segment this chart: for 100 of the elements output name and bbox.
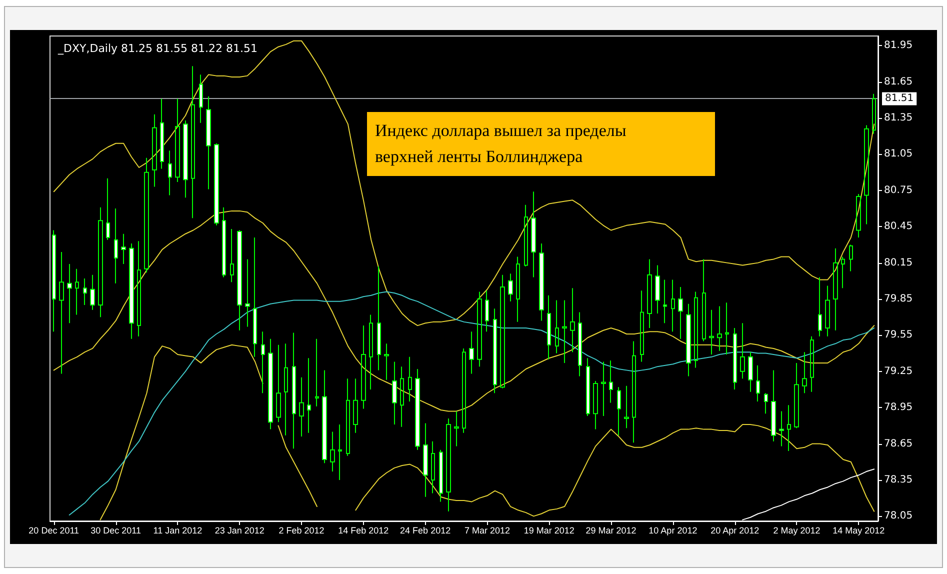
annotation: Индекс доллара вышел за пределы верхней ленты Боллинджера (375, 120, 626, 168)
candlestick (83, 278, 87, 306)
candlestick (709, 309, 714, 356)
candlestick (686, 303, 691, 377)
x-tick-label: 10 Apr 2012 (648, 526, 698, 536)
candlestick (423, 422, 428, 498)
candlestick (655, 264, 660, 314)
candlestick (586, 358, 590, 417)
candlestick (469, 331, 474, 374)
y-tick-label: 79.25 (884, 366, 913, 377)
candlestick (725, 302, 729, 356)
candlestick (810, 336, 814, 392)
candlestick (632, 340, 636, 444)
candlestick (640, 290, 644, 362)
candlestick (856, 194, 861, 238)
candlestick (477, 291, 482, 368)
candlestick (617, 386, 621, 436)
line-series (53, 40, 875, 326)
candlestick (206, 96, 211, 190)
candlestick (315, 338, 319, 407)
x-tick-label: 20 Dec 2011 (28, 526, 80, 536)
candlestick (322, 370, 327, 464)
candlestick (384, 343, 389, 380)
candlestick (408, 356, 412, 402)
x-tick-label: 30 Dec 2011 (90, 526, 141, 536)
candlestick (106, 178, 110, 240)
candlestick (671, 279, 675, 332)
candlestick (748, 352, 753, 392)
candlestick (369, 314, 373, 390)
candlestick (415, 368, 420, 450)
candlestick (740, 322, 745, 380)
candlestick (756, 364, 760, 402)
candlestick (160, 98, 164, 170)
x-tick-label: 19 Mar 2012 (524, 526, 574, 536)
candlestick (524, 204, 528, 267)
candlestick (222, 206, 226, 278)
candlestick (377, 266, 381, 371)
candlestick (121, 233, 126, 265)
candlestick (183, 120, 188, 198)
ref-line-label: 81.51 (885, 93, 914, 104)
candlestick (787, 404, 791, 452)
candlestick (152, 114, 157, 188)
candlestick (694, 291, 698, 368)
candlestick (508, 273, 513, 302)
candlestick (245, 258, 250, 328)
candlestick (647, 258, 652, 328)
candlestick (485, 290, 489, 332)
candlestick (500, 274, 505, 389)
candlestick (137, 240, 141, 337)
y-tick-label: 80.15 (884, 257, 913, 268)
candlestick (144, 157, 149, 273)
candlestick (454, 410, 459, 447)
candlestick (361, 325, 366, 410)
candlestick (833, 248, 838, 331)
candlestick (98, 206, 103, 318)
candlestick (764, 392, 768, 414)
candlestick (237, 230, 242, 331)
candlestick (268, 338, 273, 430)
candlestick (779, 410, 784, 447)
candlestick (346, 378, 350, 456)
candlestick (717, 306, 722, 352)
candlestick (562, 300, 567, 364)
candlestick (849, 244, 853, 272)
candlestick (531, 191, 536, 278)
candlestick (771, 370, 776, 442)
x-tick-label: 14 May 2012 (832, 526, 885, 536)
y-tick-label: 80.45 (884, 221, 913, 232)
candlestick (818, 276, 822, 337)
y-tick-label: 81.95 (884, 40, 913, 52)
line-series (53, 210, 875, 412)
candlestick (253, 236, 257, 358)
candlestick (462, 348, 466, 434)
candlestick (516, 256, 520, 322)
y-tick-label: 79.55 (884, 330, 913, 341)
candlestick (678, 286, 683, 340)
candlestick (547, 294, 551, 360)
candlestick (261, 331, 265, 394)
candlestick (75, 268, 79, 316)
candlestick (307, 358, 311, 434)
candlestick (624, 385, 629, 429)
candlestick (292, 332, 296, 450)
x-tick-label: 2 May 2012 (773, 526, 820, 536)
y-tick-label: 80.75 (884, 184, 913, 196)
candlestick (284, 343, 288, 436)
candlestick (439, 449, 443, 502)
candlestick (601, 361, 606, 417)
candlestick (570, 288, 575, 353)
x-tick-label: 29 Mar 2012 (586, 526, 636, 536)
y-tick-label: 78.65 (884, 438, 913, 450)
candlestick (59, 251, 64, 374)
candlestick (214, 142, 219, 226)
candlestick (555, 300, 559, 354)
candlestick (539, 243, 544, 322)
x-tick-label: 14 Feb 2012 (338, 526, 389, 536)
candlestick (431, 440, 435, 494)
candlestick (802, 352, 807, 394)
candlestick (168, 150, 172, 196)
candlestick (446, 418, 451, 512)
candlestick (52, 230, 56, 332)
x-tick-label: 23 Jan 2012 (214, 526, 264, 536)
